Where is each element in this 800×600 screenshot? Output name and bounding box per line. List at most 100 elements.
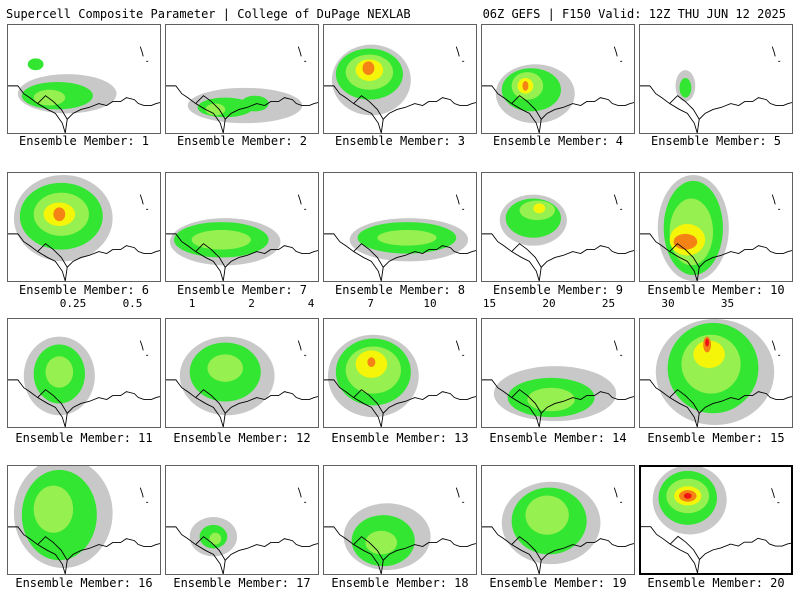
scp-contour-orange — [53, 207, 66, 222]
island-outline — [297, 194, 307, 210]
scp-contour-orange — [367, 357, 376, 368]
scp-map-field — [482, 340, 634, 427]
scp-map-field — [482, 46, 634, 133]
ensemble-member-map — [481, 465, 635, 575]
island-outline — [455, 487, 465, 503]
model-run-valid-time: 06Z GEFS | F150 Valid: 12Z THU JUN 12 20… — [482, 7, 786, 21]
map-title: Supercell Composite Parameter | College … — [6, 7, 411, 21]
scp-map-field — [166, 46, 318, 133]
border-line — [195, 243, 226, 268]
scp-map-field — [8, 174, 160, 281]
scp-map-field — [640, 319, 792, 427]
coastline — [166, 526, 318, 574]
ensemble-member-label: Ensemble Member: 20 — [647, 576, 785, 590]
ensemble-member-label: Ensemble Member: 8 — [334, 283, 466, 297]
coastline — [641, 526, 791, 573]
scp-contour-green — [241, 95, 269, 112]
ensemble-member-label: Ensemble Member: 6 — [18, 283, 150, 297]
scp-map-field — [482, 194, 634, 281]
ensemble-member-map — [323, 318, 477, 428]
ensemble-member-map — [165, 465, 319, 575]
scp-contour-orange — [362, 61, 375, 76]
scp-contour-orange — [673, 233, 698, 250]
border-line — [37, 95, 68, 120]
ensemble-member-label: Ensemble Member: 19 — [489, 576, 627, 590]
legend-tick-label: 2 — [248, 297, 255, 310]
island-outline — [613, 340, 623, 356]
ensemble-member-label: Ensemble Member: 5 — [650, 134, 782, 148]
island-outline — [297, 46, 307, 62]
ensemble-member-map — [165, 24, 319, 134]
legend-tick-label: 4 — [307, 297, 315, 310]
ensemble-member-map — [165, 318, 319, 428]
scp-map-field — [324, 194, 476, 281]
scp-map-field — [640, 46, 792, 133]
ensemble-member-label: Ensemble Member: 18 — [331, 576, 469, 590]
ensemble-member-map — [323, 24, 477, 134]
ensemble-member-map — [481, 318, 635, 428]
coastline — [8, 526, 160, 574]
color-scale-legend — [0, 295, 800, 320]
scp-map-field — [324, 487, 476, 574]
coastline — [166, 233, 318, 281]
scp-contour-yellowgreen — [527, 387, 575, 412]
scp-contour-yellowgreen — [45, 356, 74, 388]
ensemble-member-label: Ensemble Member: 9 — [492, 283, 624, 297]
island-outline — [771, 194, 781, 210]
ensemble-member-map — [481, 24, 635, 134]
island-outline — [139, 194, 149, 210]
border-line — [669, 535, 700, 560]
island-outline — [455, 340, 465, 356]
coastline — [324, 526, 476, 574]
coastline — [482, 85, 634, 133]
border-line — [669, 95, 700, 120]
ensemble-member-map — [639, 318, 793, 428]
legend-tick-label: 10 — [423, 297, 437, 310]
border-line — [353, 95, 384, 120]
border-line — [511, 536, 542, 561]
border-line — [37, 243, 68, 268]
scp-contour-red — [705, 338, 710, 347]
ensemble-member-label: Ensemble Member: 13 — [331, 431, 469, 445]
island-outline — [139, 340, 149, 356]
legend-tick-label: 35 — [720, 297, 735, 310]
island-outline — [455, 46, 465, 62]
legend-tick-label: 20 — [542, 297, 556, 310]
ensemble-member-map — [165, 172, 319, 282]
island-outline — [613, 194, 623, 210]
ensemble-member-label: Ensemble Member: 10 — [647, 283, 785, 297]
scp-contour-yellowgreen — [209, 532, 222, 545]
scp-map-field — [640, 174, 792, 281]
scp-map-field — [8, 336, 160, 427]
island-outline — [139, 46, 149, 62]
ensemble-member-label: Ensemble Member: 11 — [15, 431, 153, 445]
scp-contour-yellowgreen — [377, 229, 437, 246]
island-outline — [771, 488, 780, 504]
legend-tick-label: 30 — [661, 297, 675, 310]
border-line — [353, 243, 384, 268]
coastline — [324, 85, 476, 133]
scp-contour-yellowgreen — [525, 495, 569, 535]
ensemble-member-label: Ensemble Member: 2 — [176, 134, 308, 148]
ensemble-member-map — [7, 465, 161, 575]
ensemble-member-map — [323, 172, 477, 282]
coastline — [324, 233, 476, 281]
scp-contour-yellow — [533, 203, 546, 214]
island-outline — [771, 340, 781, 356]
border-line — [353, 389, 384, 414]
scp-map-field — [482, 481, 634, 574]
scp-contour-yellowgreen — [33, 89, 66, 106]
scp-contour-yellowgreen — [365, 530, 398, 555]
ensemble-member-map — [639, 24, 793, 134]
island-outline — [297, 487, 307, 503]
border-line — [195, 536, 226, 561]
scp-contour-green — [679, 78, 692, 98]
scp-contour-yellow — [693, 340, 725, 369]
border-line — [511, 389, 542, 414]
scp-contour-orange — [522, 80, 529, 91]
scp-contour-red — [683, 493, 692, 499]
scp-map-field — [8, 46, 160, 133]
legend-tick-label: 25 — [601, 297, 616, 310]
scp-map-field — [166, 336, 318, 427]
legend-colorbar — [0, 295, 800, 320]
